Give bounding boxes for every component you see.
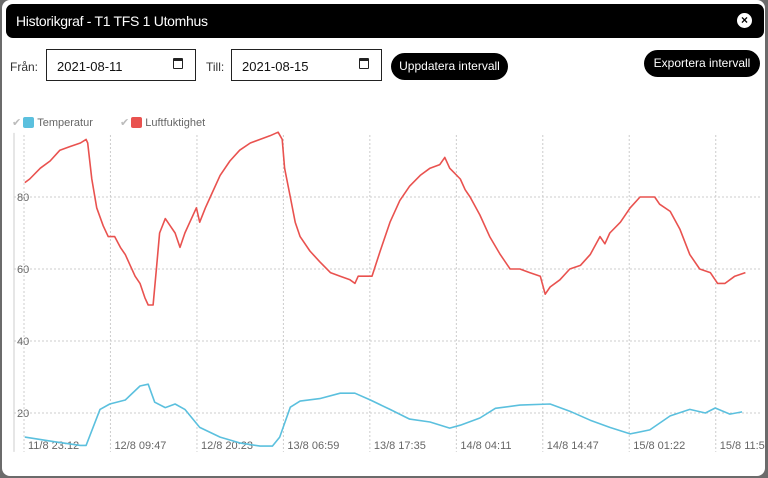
to-date-input[interactable]: 2021-08-15 — [231, 49, 382, 81]
check-icon: ✔ — [12, 117, 22, 129]
legend-label: Luftfuktighet — [145, 116, 206, 129]
modal-header: Historikgraf - T1 TFS 1 Utomhus × — [6, 4, 764, 38]
x-tick-label: 14/8 04:11 — [460, 440, 511, 452]
temperature-line — [24, 383, 743, 447]
from-date-value: 2021-08-11 — [57, 59, 123, 74]
humidity-line — [24, 131, 746, 306]
check-icon: ✔ — [120, 117, 130, 129]
calendar-icon[interactable] — [359, 58, 369, 69]
y-tick-label: 40 — [17, 336, 29, 348]
x-tick-label: 12/8 20:23 — [201, 440, 253, 452]
modal-title: Historikgraf - T1 TFS 1 Utomhus — [16, 13, 208, 29]
x-tick-label: 15/8 01:22 — [633, 440, 685, 452]
x-tick-label: 12/8 09:47 — [114, 440, 166, 452]
to-date-value: 2021-08-15 — [242, 59, 309, 74]
y-tick-label: 80 — [17, 192, 29, 204]
x-tick-label: 13/8 17:35 — [374, 440, 426, 452]
to-label: Till: — [206, 60, 225, 74]
legend-label: Temperatur — [37, 116, 93, 129]
legend-item-humidity[interactable]: ✔ Luftfuktighet — [120, 116, 206, 130]
close-icon[interactable]: × — [737, 13, 752, 28]
y-tick-label: 20 — [17, 408, 29, 420]
update-interval-button[interactable]: Uppdatera intervall — [391, 53, 508, 80]
from-date-input[interactable]: 2021-08-11 — [46, 49, 196, 81]
x-tick-label: 14/8 14:47 — [547, 440, 599, 452]
y-tick-label: 60 — [17, 264, 29, 276]
calendar-icon[interactable] — [173, 58, 183, 69]
legend-item-temperature[interactable]: ✔ Temperatur — [12, 116, 93, 130]
humidity-swatch — [131, 117, 143, 128]
x-tick-label: 13/8 06:59 — [287, 440, 339, 452]
export-interval-button[interactable]: Exportera intervall — [644, 50, 760, 77]
x-tick-label: 15/8 11:5 — [720, 440, 765, 452]
temperature-swatch — [23, 117, 35, 128]
from-label: Från: — [10, 60, 39, 74]
